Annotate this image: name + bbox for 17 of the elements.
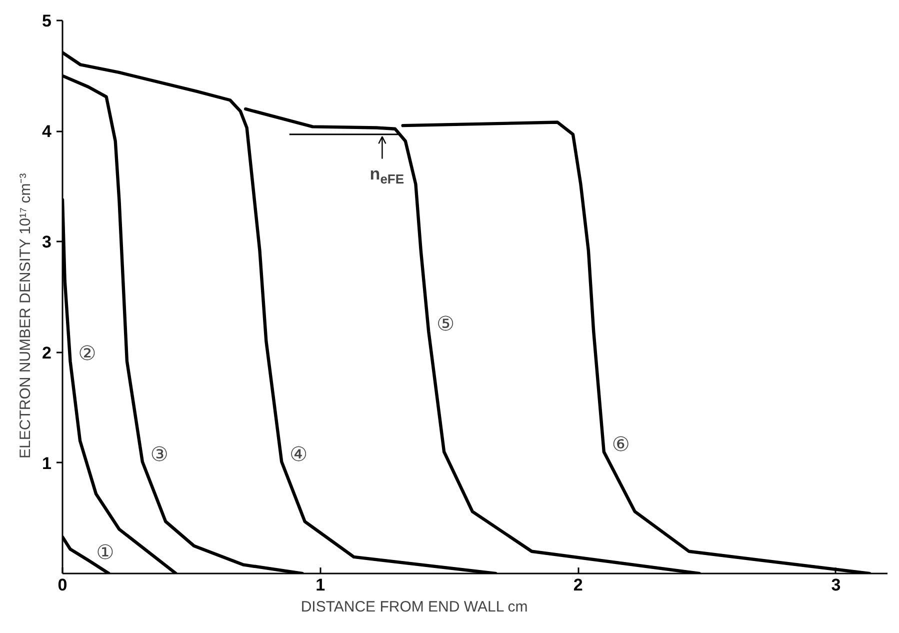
y-tick-label: 5 [42,12,52,30]
series-label: ③ [150,442,168,466]
y-tick-label: 1 [42,454,52,473]
x-axis-title: DISTANCE FROM END WALL cm [300,598,528,616]
series-label: ① [96,540,114,564]
series-label: ⑥ [612,432,630,456]
y-tick-label: 3 [42,232,52,252]
x-tick-label: 2 [573,576,583,594]
x-tick-label: 1 [316,576,326,594]
y-axis-title: ELECTRON NUMBER DENSITY 10¹⁷ cm⁻³ [17,173,34,458]
series-label: ② [78,341,96,366]
y-tick-label: 2 [42,343,52,362]
series-label: ⑤ [436,311,455,336]
series-label: ④ [290,442,308,466]
x-tick-label: 3 [831,576,841,594]
y-tick-label: 4 [42,122,52,142]
x-tick-label: 0 [58,576,68,594]
